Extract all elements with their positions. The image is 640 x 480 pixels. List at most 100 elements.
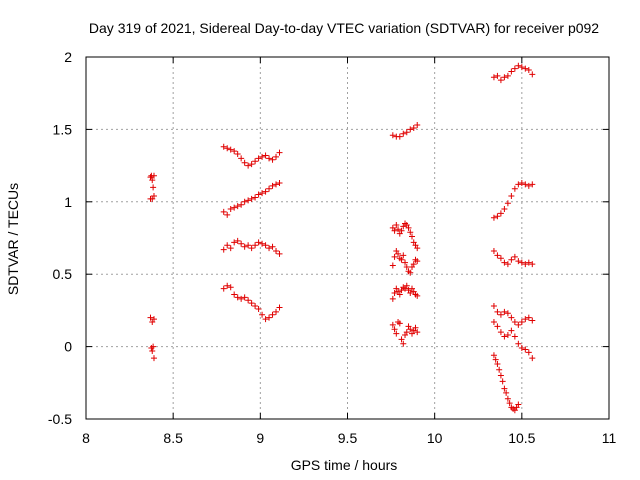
data-point [262, 242, 269, 249]
data-point [259, 311, 266, 318]
data-point [518, 259, 525, 266]
series-D [490, 62, 536, 84]
data-point [245, 242, 252, 249]
data-point [227, 146, 234, 153]
series-A [147, 172, 157, 202]
data-point [391, 227, 398, 234]
data-point [276, 179, 283, 186]
data-point [407, 229, 414, 236]
data-point [231, 204, 238, 211]
data-point [504, 332, 511, 339]
data-point [515, 401, 522, 408]
data-point [149, 347, 156, 354]
data-point [238, 295, 245, 302]
data-point [266, 245, 273, 252]
data-point [504, 72, 511, 79]
data-point [497, 329, 504, 336]
data-point [220, 285, 227, 292]
data-point [525, 182, 532, 189]
data-point [224, 242, 231, 249]
data-point [497, 210, 504, 217]
data-point [518, 345, 525, 352]
data-point [391, 290, 398, 297]
series-B [147, 314, 157, 362]
data-point [262, 152, 269, 159]
data-point [522, 65, 529, 72]
data-point [150, 172, 157, 179]
data-point [148, 345, 155, 352]
data-point [525, 349, 532, 356]
data-point [494, 323, 501, 330]
data-point [238, 201, 245, 208]
data-point [407, 290, 414, 297]
data-point [515, 62, 522, 69]
data-point [252, 303, 259, 310]
y-tick-label: 1 [64, 194, 72, 210]
data-points [147, 62, 536, 414]
data-point [407, 269, 414, 276]
data-point [150, 316, 157, 323]
data-point [414, 245, 421, 252]
data-point [231, 239, 238, 246]
data-point [522, 181, 529, 188]
data-point [255, 191, 262, 198]
data-point [389, 295, 396, 302]
data-point [525, 314, 532, 321]
data-point [508, 327, 515, 334]
data-point [511, 318, 518, 325]
data-point [147, 195, 154, 202]
series-P [490, 318, 536, 362]
y-tick-label: 0 [64, 339, 72, 355]
data-point [227, 245, 234, 252]
data-point [504, 261, 511, 268]
data-point [501, 259, 508, 266]
data-point [414, 258, 421, 265]
data-point [259, 240, 266, 247]
chart-title: Day 319 of 2021, Sidereal Day-to-day VTE… [89, 20, 599, 36]
data-point [252, 194, 259, 201]
series-L [220, 282, 283, 323]
data-point [508, 68, 515, 75]
data-point [150, 355, 157, 362]
data-point [227, 284, 234, 291]
data-point [504, 310, 511, 317]
data-point [410, 261, 417, 268]
data-point [490, 248, 497, 255]
data-point [403, 263, 410, 270]
x-tick-label: 10.5 [508, 430, 535, 446]
series-J [389, 248, 421, 276]
data-point [396, 133, 403, 140]
data-point [220, 208, 227, 215]
data-point [403, 282, 410, 289]
data-point [273, 248, 280, 255]
data-point [501, 308, 508, 315]
data-point [276, 149, 283, 156]
data-point [529, 261, 536, 268]
series-K [490, 248, 536, 268]
data-point [262, 188, 269, 195]
series-M [389, 282, 421, 302]
data-point [518, 179, 525, 186]
data-point [522, 316, 529, 323]
data-point [515, 321, 522, 328]
data-point [506, 400, 513, 407]
data-point [231, 148, 238, 155]
data-point [414, 122, 421, 129]
y-axis-label: SDTVAR / TECUs [5, 183, 21, 295]
data-point [255, 305, 262, 312]
x-tick-label: 9 [256, 430, 264, 446]
data-point [224, 282, 231, 289]
series-H [220, 237, 283, 257]
data-point [234, 151, 241, 158]
data-point [245, 197, 252, 204]
data-point [266, 155, 273, 162]
data-point [220, 246, 227, 253]
x-tick-label: 11 [602, 430, 617, 446]
data-point [414, 329, 421, 336]
data-point [501, 206, 508, 213]
data-point [241, 294, 248, 301]
data-point [276, 304, 283, 311]
data-point [393, 330, 400, 337]
data-point [245, 162, 252, 169]
data-point [501, 74, 508, 81]
